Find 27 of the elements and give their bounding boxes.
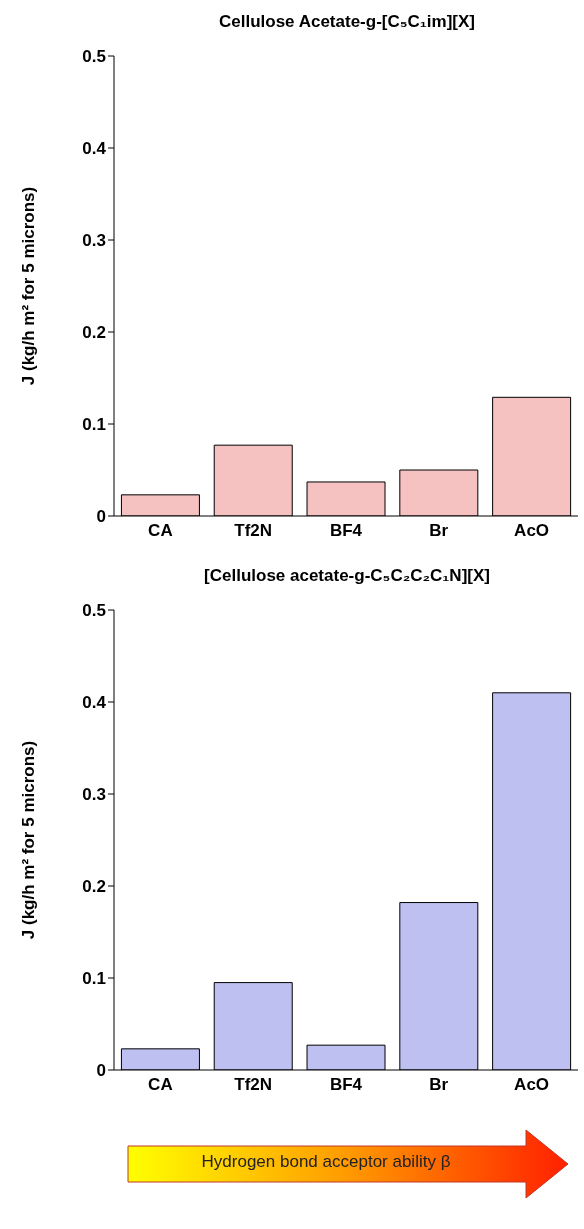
- y-tick-label: 0.1: [82, 969, 106, 989]
- y-tick-label: 0.5: [82, 601, 106, 621]
- x-tick-label: BF4: [329, 521, 363, 541]
- y-tick-label: 0.5: [82, 47, 106, 67]
- y-axis-title: J (kg/h m² for 5 microns): [19, 186, 39, 386]
- y-tick-label: 0.3: [82, 785, 106, 805]
- y-tick-label: 0: [96, 1061, 106, 1081]
- y-tick-label: 0.1: [82, 415, 106, 435]
- y-tick-label: 0: [96, 507, 106, 527]
- x-tick-label: Tf2N: [234, 521, 273, 541]
- y-tick-label: 0.4: [82, 693, 107, 713]
- y-tick-label: 0.2: [82, 323, 106, 343]
- y-tick-label: 0.3: [82, 231, 106, 251]
- x-tick-label: Br: [429, 1075, 449, 1095]
- chart-title: [Cellulose acetate-g-C₅C₂C₂C₁N][X]: [203, 565, 491, 587]
- y-tick-label: 0.4: [82, 139, 107, 159]
- x-tick-label: Br: [429, 521, 449, 541]
- text: Hydrogen bond acceptor ability β: [200, 1152, 452, 1172]
- y-tick-label: 0.2: [82, 877, 106, 897]
- chart-title: Cellulose Acetate-g-[C₅C₁im][X]: [218, 11, 476, 33]
- x-tick-label: CA: [148, 521, 173, 541]
- x-tick-label: AcO: [514, 1075, 550, 1095]
- y-axis-title: J (kg/h m² for 5 microns): [19, 740, 39, 940]
- x-tick-label: CA: [148, 1075, 173, 1095]
- x-tick-label: AcO: [514, 521, 550, 541]
- x-tick-label: BF4: [329, 1075, 363, 1095]
- x-tick-label: Tf2N: [234, 1075, 273, 1095]
